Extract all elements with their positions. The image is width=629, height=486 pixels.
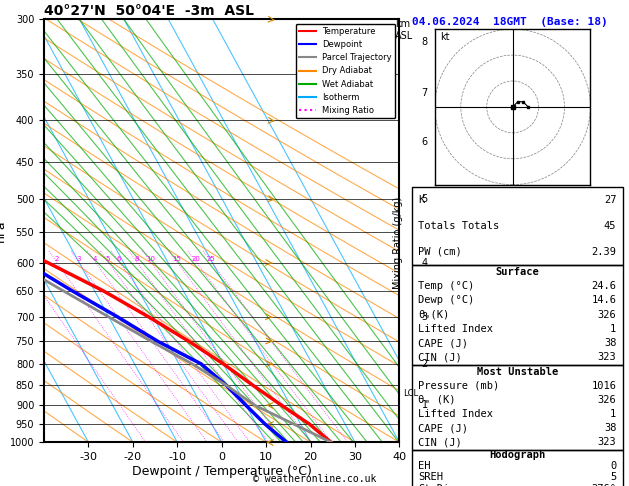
Text: 8: 8 [134,256,139,261]
Text: 2: 2 [421,359,428,369]
Text: 6: 6 [117,256,121,261]
Text: 8: 8 [421,37,428,47]
Text: © weatheronline.co.uk: © weatheronline.co.uk [253,473,376,484]
Text: 27: 27 [604,195,616,205]
Text: 323: 323 [598,352,616,363]
Text: 15: 15 [172,256,181,261]
Text: km
ASL: km ASL [395,19,413,41]
Text: 2.39: 2.39 [591,247,616,257]
Text: 4: 4 [93,256,97,261]
Text: Hodograph: Hodograph [489,450,545,460]
Legend: Temperature, Dewpoint, Parcel Trajectory, Dry Adiabat, Wet Adiabat, Isotherm, Mi: Temperature, Dewpoint, Parcel Trajectory… [296,24,395,118]
Text: 38: 38 [604,338,616,348]
Text: 1: 1 [610,324,616,334]
Text: Temp (°C): Temp (°C) [418,281,474,291]
Text: 1: 1 [610,409,616,419]
Text: CAPE (J): CAPE (J) [418,423,468,434]
X-axis label: Dewpoint / Temperature (°C): Dewpoint / Temperature (°C) [132,465,311,478]
Text: SREH: SREH [418,472,443,483]
Text: 323: 323 [598,437,616,448]
Text: 24.6: 24.6 [591,281,616,291]
Text: K: K [418,195,425,205]
Text: Pressure (mb): Pressure (mb) [418,381,499,391]
Text: PW (cm): PW (cm) [418,247,462,257]
Text: 3: 3 [77,256,81,261]
Text: 14.6: 14.6 [591,295,616,306]
Text: Totals Totals: Totals Totals [418,221,499,231]
Text: Lifted Index: Lifted Index [418,409,493,419]
Text: 5: 5 [106,256,110,261]
Text: LCL: LCL [403,389,418,398]
Text: Mixing Ratio (g/kg): Mixing Ratio (g/kg) [393,197,403,289]
Text: 5: 5 [610,472,616,483]
Text: 3: 3 [421,312,428,322]
Text: StmDir: StmDir [418,484,456,486]
Text: 25: 25 [207,256,216,261]
Text: Surface: Surface [496,267,539,277]
Text: 6: 6 [421,137,428,147]
Text: Lifted Index: Lifted Index [418,324,493,334]
Text: θₑ (K): θₑ (K) [418,395,456,405]
Text: CIN (J): CIN (J) [418,352,462,363]
Text: 20: 20 [191,256,200,261]
Text: 1016: 1016 [591,381,616,391]
Text: CAPE (J): CAPE (J) [418,338,468,348]
Text: Dewp (°C): Dewp (°C) [418,295,474,306]
Text: 1: 1 [421,400,428,410]
Text: 5: 5 [421,194,428,204]
Text: 2: 2 [54,256,58,261]
Text: 38: 38 [604,423,616,434]
Text: Most Unstable: Most Unstable [477,366,558,377]
Text: 0: 0 [610,461,616,471]
Text: 326: 326 [598,395,616,405]
Text: 4: 4 [421,258,428,268]
Text: 40°27'N  50°04'E  -3m  ASL: 40°27'N 50°04'E -3m ASL [44,4,254,18]
Y-axis label: hPa: hPa [0,220,7,242]
Text: kt: kt [440,32,450,41]
Text: 326: 326 [598,310,616,320]
Text: 04.06.2024  18GMT  (Base: 18): 04.06.2024 18GMT (Base: 18) [412,17,608,27]
Text: 276°: 276° [591,484,616,486]
Text: EH: EH [418,461,431,471]
Text: θₑ(K): θₑ(K) [418,310,450,320]
Text: CIN (J): CIN (J) [418,437,462,448]
Text: 45: 45 [604,221,616,231]
Text: 10: 10 [146,256,155,261]
Text: 7: 7 [421,88,428,98]
